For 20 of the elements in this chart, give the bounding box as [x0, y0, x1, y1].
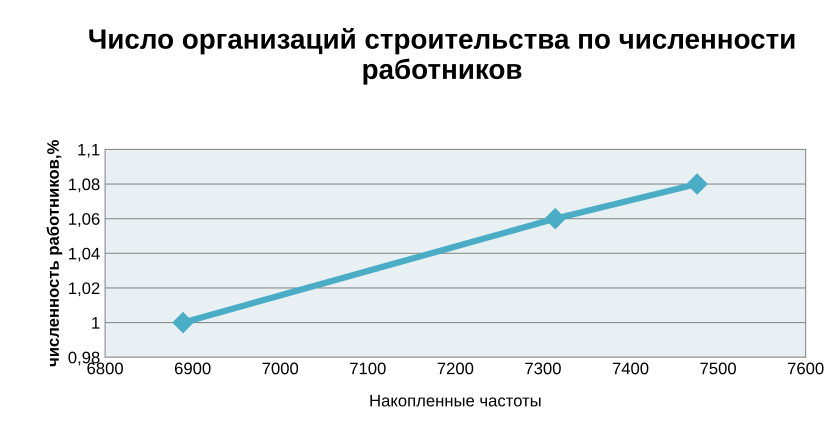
x-tick-label: 7200 [438, 362, 474, 374]
x-tick-label: 6900 [174, 362, 211, 374]
x-tick-label: 7400 [612, 362, 648, 374]
y-tick-label: 1 [92, 317, 100, 329]
chart-title: Число организаций строительства по численности работников [89, 28, 794, 85]
y-tick-label: 1,08 [69, 178, 100, 192]
x-axis-title: Накопленные частоты [370, 394, 541, 407]
x-tick-label: 7100 [350, 362, 386, 374]
y-tick-label: 1,1 [78, 144, 100, 158]
x-tick-label: 7300 [525, 362, 561, 374]
x-tick-label: 7500 [700, 362, 736, 374]
x-tick-label: 7600 [788, 362, 824, 374]
point [686, 174, 708, 195]
point [544, 208, 566, 230]
y-tick-label: 1,04 [69, 248, 100, 262]
y-tick-label: 1,02 [69, 282, 100, 296]
x-tick-label: 7000 [262, 362, 298, 374]
y-axis-title: численность работников,% [46, 140, 62, 366]
y-tick-label: 1,06 [69, 213, 100, 227]
point [172, 312, 194, 334]
